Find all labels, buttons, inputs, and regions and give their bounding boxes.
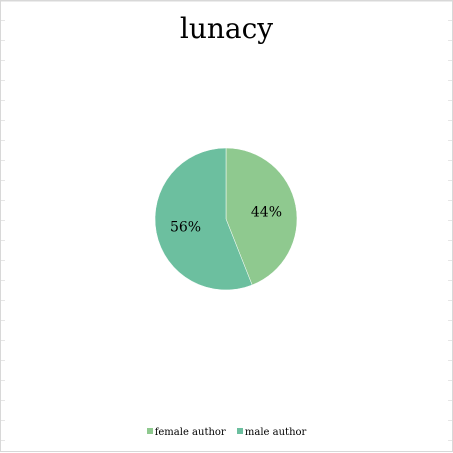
legend-swatch-female-author	[146, 428, 153, 434]
pie-labels: 44% 56%	[170, 204, 282, 235]
legend: female author male author	[0, 427, 453, 438]
pie-slices	[154, 147, 298, 291]
grid-edge-right	[448, 1, 452, 453]
legend-swatch-male-author	[236, 428, 243, 434]
pie-label-male-author: 56%	[170, 220, 201, 236]
grid-edge-left	[1, 1, 5, 453]
legend-label-female-author: female author	[154, 427, 226, 438]
pie-slice-male-author	[154, 147, 253, 291]
chart-title: lunacy	[179, 12, 274, 45]
pie-label-female-author: 44%	[251, 204, 282, 220]
pie-slice-female-author	[225, 147, 298, 286]
legend-label-male-author: male author	[244, 427, 307, 438]
legend-item-male-author: male author	[236, 427, 307, 438]
legend-item-female-author: female author	[146, 427, 226, 438]
